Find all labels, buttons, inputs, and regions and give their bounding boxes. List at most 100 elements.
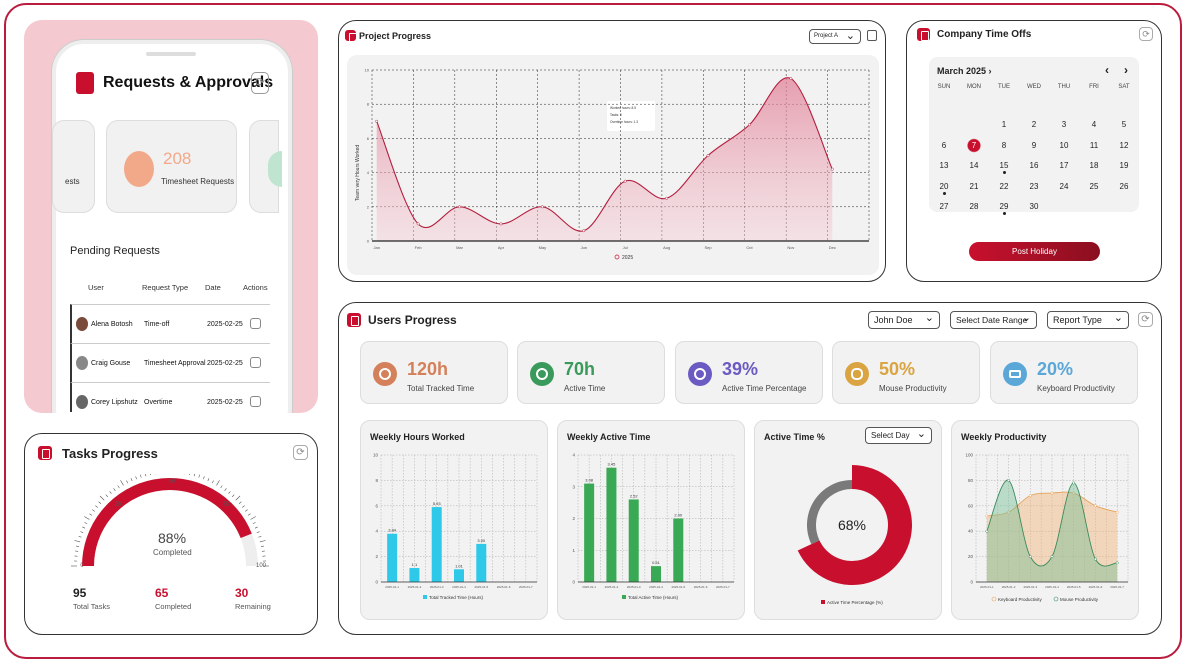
bar bbox=[409, 568, 420, 582]
select-day[interactable]: Select Day bbox=[865, 427, 932, 444]
calendar-day[interactable]: 4 bbox=[1091, 120, 1097, 130]
calendar-day[interactable]: 25 bbox=[1089, 181, 1099, 191]
gauge-tick bbox=[198, 474, 200, 478]
user-select[interactable]: John Doe bbox=[868, 311, 940, 329]
gauge-tick bbox=[220, 485, 223, 489]
calendar-day[interactable]: 29 bbox=[989, 197, 1019, 218]
stat-label: Total Tracked Time bbox=[407, 384, 475, 393]
bar bbox=[387, 533, 398, 582]
calendar-day[interactable]: 23 bbox=[1029, 181, 1039, 191]
phone-refresh-icon[interactable]: ⟳ bbox=[251, 72, 269, 94]
view-action-icon[interactable] bbox=[250, 318, 261, 329]
data-point bbox=[458, 205, 461, 209]
calendar-day[interactable]: 26 bbox=[1119, 181, 1129, 191]
gauge-tick bbox=[113, 488, 116, 491]
calendar-day[interactable]: 19 bbox=[1119, 161, 1129, 171]
calendar-day[interactable]: 28 bbox=[969, 202, 979, 212]
tooltip-line: Tasks: 9 bbox=[610, 113, 622, 117]
active-percent-card: Active Time % Select Day Active Time Per… bbox=[754, 420, 942, 620]
calendar-day[interactable]: 30 bbox=[1029, 202, 1039, 212]
view-action-icon[interactable] bbox=[250, 357, 261, 368]
donut-center: 68% bbox=[838, 517, 866, 533]
calendar-day[interactable]: 24 bbox=[1059, 181, 1069, 191]
bar bbox=[651, 566, 661, 582]
x-tick-label: 2025-01-1 bbox=[980, 585, 994, 589]
calendar-day[interactable]: 3 bbox=[1061, 120, 1067, 130]
project-select[interactable]: Project A bbox=[809, 29, 861, 44]
timesheet-label: Timesheet Requests bbox=[161, 177, 235, 186]
gauge-tick bbox=[247, 513, 251, 516]
project-icon bbox=[345, 30, 357, 43]
timesheet-requests-card[interactable]: 208 Timesheet Requests bbox=[106, 120, 237, 213]
data-point bbox=[1050, 555, 1054, 559]
calendar-icon[interactable] bbox=[867, 30, 877, 41]
time-offs-refresh-icon[interactable]: ⟳ bbox=[1139, 27, 1153, 41]
calendar-day[interactable]: 13 bbox=[939, 161, 949, 171]
calendar-day[interactable]: 18 bbox=[1089, 161, 1099, 171]
view-action-icon[interactable] bbox=[250, 396, 261, 407]
stat-value: 70h bbox=[564, 359, 596, 379]
completed-value: 65 bbox=[155, 586, 169, 600]
x-tick-label: 2025-01-6 bbox=[1089, 585, 1103, 589]
bar bbox=[454, 569, 464, 582]
x-tick-label: 2025-01-3 bbox=[430, 585, 444, 589]
calendar-day[interactable]: 2 bbox=[1031, 120, 1037, 130]
tasks-refresh-icon[interactable]: ⟳ bbox=[293, 445, 308, 460]
weekly-hours-title: Weekly Hours Worked bbox=[370, 432, 465, 442]
calendar-day[interactable]: 17 bbox=[1059, 161, 1069, 171]
calendar-day bbox=[1079, 197, 1109, 218]
table-row[interactable]: Craig Gouse Timesheet Approval 2025-02-2… bbox=[70, 343, 270, 382]
calendar-day[interactable]: 1 bbox=[1001, 120, 1007, 130]
phone-title: Requests & Approvals bbox=[103, 74, 274, 91]
calendar-day[interactable]: 21 bbox=[969, 181, 979, 191]
total-tasks-label: Total Tasks bbox=[73, 602, 110, 611]
phone-card-partial[interactable]: ests bbox=[52, 120, 95, 213]
calendar-day[interactable]: 8 bbox=[1001, 140, 1007, 150]
calendar-day[interactable]: 10 bbox=[1059, 140, 1069, 150]
next-month-icon[interactable]: › bbox=[1124, 63, 1128, 77]
table-row[interactable]: Corey Lipshutz Overtime 2025-02-25 bbox=[70, 382, 270, 412]
pending-requests-heading: Pending Requests bbox=[70, 245, 160, 257]
x-tick-label: 2025-01-6 bbox=[694, 585, 708, 589]
weekly-productivity-card: Weekly Productivity Keyboard Productivit… bbox=[951, 420, 1139, 620]
tasks-title: Tasks Progress bbox=[62, 446, 158, 461]
gauge-tick bbox=[207, 478, 210, 482]
calendar-day[interactable]: 12 bbox=[1119, 140, 1129, 150]
calendar-day[interactable]: 15 bbox=[989, 156, 1019, 177]
stat-value: 39% bbox=[722, 359, 759, 379]
calendar-day[interactable]: 9 bbox=[1031, 140, 1037, 150]
post-holiday-button[interactable]: Post Holiday bbox=[969, 242, 1100, 261]
weekly-hours-card: Weekly Hours Worked Total Tracked Time (… bbox=[360, 420, 548, 620]
prev-month-icon[interactable]: ‹ bbox=[1105, 63, 1109, 77]
calendar-day[interactable]: 20 bbox=[929, 176, 959, 197]
stat-value: 20% bbox=[1037, 359, 1074, 379]
calendar-day bbox=[929, 94, 959, 115]
calendar-day[interactable]: 11 bbox=[1089, 140, 1099, 150]
gauge-tick bbox=[76, 545, 80, 547]
active-percent-title: Active Time % bbox=[764, 432, 825, 442]
calendar-day bbox=[989, 94, 1019, 115]
calendar-month[interactable]: March 2025 › bbox=[937, 66, 992, 76]
report-type-select[interactable]: Report Type bbox=[1047, 311, 1129, 329]
data-point bbox=[416, 222, 420, 226]
table-row[interactable]: Alena Botosh Time-off 2025-02-25 bbox=[70, 304, 270, 343]
calendar-day bbox=[1109, 94, 1139, 115]
tasks-percent-label: Completed bbox=[153, 548, 192, 557]
date-range-select[interactable]: Select Date Range bbox=[950, 311, 1037, 329]
phone-card-partial-right[interactable] bbox=[249, 120, 282, 213]
x-tick-label: 2025-01-3 bbox=[627, 585, 641, 589]
calendar-day[interactable]: 27 bbox=[939, 202, 949, 212]
users-refresh-icon[interactable]: ⟳ bbox=[1138, 312, 1153, 327]
calendar-day[interactable]: 5 bbox=[1121, 120, 1127, 130]
calendar-day[interactable]: 16 bbox=[1029, 161, 1039, 171]
weekly-hours-chart: Total Tracked Time (Hours) 0 2 4 6 8 10 3.84 20… bbox=[373, 453, 538, 600]
calendar-day[interactable]: 6 bbox=[941, 140, 947, 150]
y-tick-label: 6 bbox=[367, 136, 370, 141]
calendar-day bbox=[1109, 197, 1139, 218]
avatar bbox=[76, 356, 88, 370]
gauge-tick bbox=[84, 516, 90, 520]
data-point bbox=[1093, 557, 1097, 561]
calendar-day[interactable]: 14 bbox=[969, 161, 979, 171]
calendar-day[interactable]: 7 bbox=[959, 135, 989, 156]
calendar-day[interactable]: 22 bbox=[999, 181, 1009, 191]
